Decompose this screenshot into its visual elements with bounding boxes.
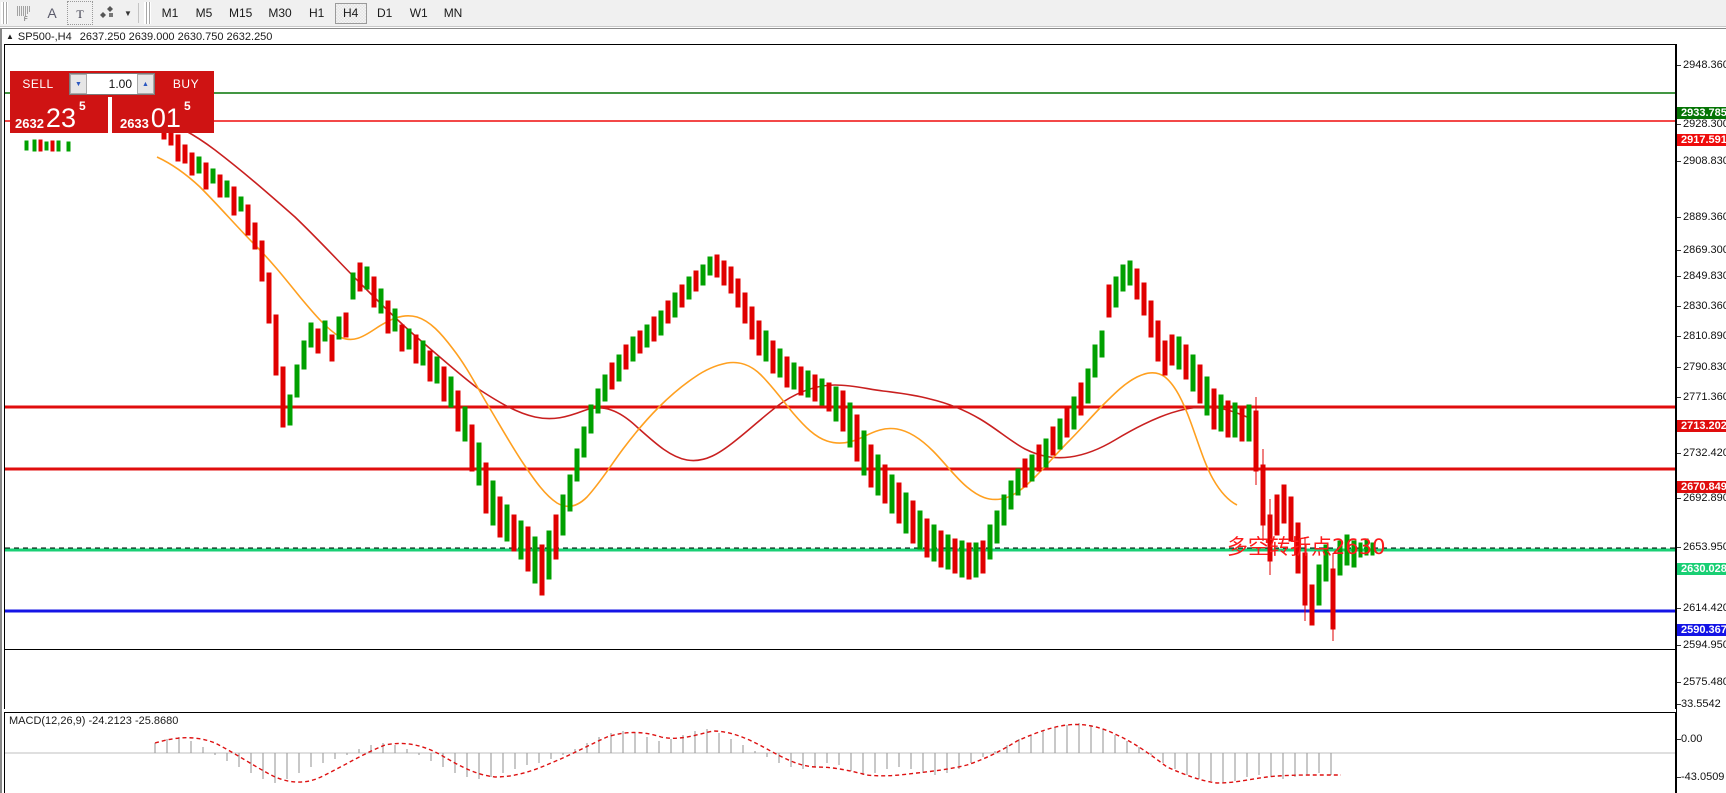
chart-window: ▲ SP500-,H4 2637.250 2639.000 2630.750 2… xyxy=(0,28,1726,793)
price-tick: 2849.830 xyxy=(1677,271,1726,282)
resistance-badge[interactable]: 2917.591 xyxy=(1677,134,1726,146)
recent-candles-group xyxy=(1358,538,1375,558)
toolbar-separator xyxy=(138,3,139,23)
timeframe-m30[interactable]: M30 xyxy=(268,6,292,20)
ask-main: 01 xyxy=(150,103,181,133)
macd-axis-min: -43.0509 xyxy=(1677,772,1724,783)
timeframe-w1[interactable]: W1 xyxy=(409,6,428,20)
oct-top-row: SELL ▼ 1.00 ▲ BUY xyxy=(10,71,214,97)
timeframe-drag-handle[interactable] xyxy=(144,2,151,24)
level-badge-2670[interactable]: 2670.849 xyxy=(1677,481,1726,493)
chart-ohlc-values: 2637.250 2639.000 2630.750 2632.250 xyxy=(79,30,273,43)
price-tick: 2908.830 xyxy=(1677,156,1726,167)
text-label-icon[interactable]: A xyxy=(39,1,65,25)
indicators-icon[interactable] xyxy=(95,1,121,25)
one-click-trading-panel[interactable]: SELL ▼ 1.00 ▲ BUY 2632 23 5 xyxy=(10,71,214,133)
ask-price-block[interactable]: 2633 01 5 xyxy=(111,97,214,133)
timeframe-h4[interactable]: H4 xyxy=(334,2,367,24)
oct-price-row: 2632 23 5 2633 01 5 xyxy=(10,97,214,133)
bid-price-block[interactable]: 2632 23 5 xyxy=(10,97,109,133)
price-divider xyxy=(108,97,112,133)
crosshair-cursor-icon[interactable]: F xyxy=(11,1,37,25)
ma-fast-line xyxy=(156,156,1238,508)
buy-button[interactable]: BUY xyxy=(158,71,214,97)
price-tick: 2594.950 xyxy=(1677,640,1726,651)
svg-text:A: A xyxy=(47,5,57,21)
chart-toolbar: F A T ▼ M1 M5 M15 M30 H1 H4 xyxy=(0,0,1726,27)
symbol-info-bar: ▲ SP500-,H4 2637.250 2639.000 2630.750 2… xyxy=(2,29,1726,44)
macd-label: MACD(12,26,9) -24.2123 -25.8680 xyxy=(9,715,179,727)
price-tick: 2653.950 xyxy=(1677,542,1726,553)
chart-symbol-label: SP500-,H4 xyxy=(17,30,72,43)
candlestick-series xyxy=(24,107,1357,641)
sell-button[interactable]: SELL xyxy=(10,71,66,97)
ask-price-badge[interactable]: 2933.785 xyxy=(1677,107,1726,119)
price-tick: 2692.890 xyxy=(1677,493,1726,504)
bid-price-badge[interactable]: 2630.028 xyxy=(1677,563,1726,575)
text-object-icon[interactable]: T xyxy=(67,1,93,25)
macd-indicator-pane[interactable]: MACD(12,26,9) -24.2123 -25.8680 xyxy=(4,712,1676,793)
bid-main: 23 xyxy=(45,103,76,133)
support-badge-2590[interactable]: 2590.367 xyxy=(1677,624,1726,636)
macd-signal-line xyxy=(154,723,1341,784)
chart-annotation-text: 多空转折点2630 xyxy=(1227,535,1386,559)
price-chart-pane[interactable]: 多空转折点2630 xyxy=(4,44,1676,649)
timeframe-m15[interactable]: M15 xyxy=(229,6,253,20)
macd-axis-zero: 0.00 xyxy=(1677,734,1702,745)
level-badge-2713[interactable]: 2713.202 xyxy=(1677,420,1726,432)
volume-control[interactable]: ▼ 1.00 ▲ xyxy=(66,71,158,97)
caret-down-icon[interactable]: ▼ xyxy=(70,74,87,94)
price-tick: 2771.360 xyxy=(1677,392,1726,403)
bid-whole: 2632 xyxy=(15,116,44,131)
price-axis[interactable]: 2948.360 2928.300 2908.830 2889.360 2869… xyxy=(1676,44,1726,793)
price-tick: 2830.360 xyxy=(1677,301,1726,312)
price-tick: 2948.360 xyxy=(1677,60,1726,71)
indicators-dropdown-caret[interactable]: ▼ xyxy=(124,8,132,18)
timeframe-m1[interactable]: M1 xyxy=(161,6,179,20)
macd-plot xyxy=(5,723,1675,784)
svg-text:T: T xyxy=(76,7,84,21)
price-tick: 2575.480 xyxy=(1677,677,1726,688)
toolbar-drag-handle[interactable] xyxy=(1,2,8,24)
timeframe-m5[interactable]: M5 xyxy=(195,6,213,20)
ask-fraction: 5 xyxy=(183,99,191,113)
price-tick: 2928.300 xyxy=(1677,119,1726,130)
price-tick: 2790.830 xyxy=(1677,362,1726,373)
svg-text:F: F xyxy=(24,17,28,22)
volume-input-box[interactable]: ▼ 1.00 ▲ xyxy=(69,73,155,95)
ask-whole: 2633 xyxy=(119,116,149,131)
timeframe-d1[interactable]: D1 xyxy=(377,6,393,20)
collapse-triangle-icon[interactable]: ▲ xyxy=(6,32,14,41)
macd-histogram xyxy=(154,723,1332,783)
price-tick: 2614.420 xyxy=(1677,603,1726,614)
timeframe-h1[interactable]: H1 xyxy=(309,6,325,20)
price-tick: 2732.420 xyxy=(1677,448,1726,459)
price-tick: 2869.300 xyxy=(1677,245,1726,256)
bid-fraction: 5 xyxy=(78,99,86,113)
volume-value[interactable]: 1.00 xyxy=(108,77,132,91)
price-tick: 2889.360 xyxy=(1677,212,1726,223)
macd-axis-max: 33.5542 xyxy=(1677,699,1721,710)
price-plot xyxy=(5,92,1675,641)
chart-spacer-pane xyxy=(4,649,1676,709)
timeframe-mn[interactable]: MN xyxy=(443,6,463,20)
price-tick: 2810.890 xyxy=(1677,331,1726,342)
caret-up-icon[interactable]: ▲ xyxy=(137,74,154,94)
